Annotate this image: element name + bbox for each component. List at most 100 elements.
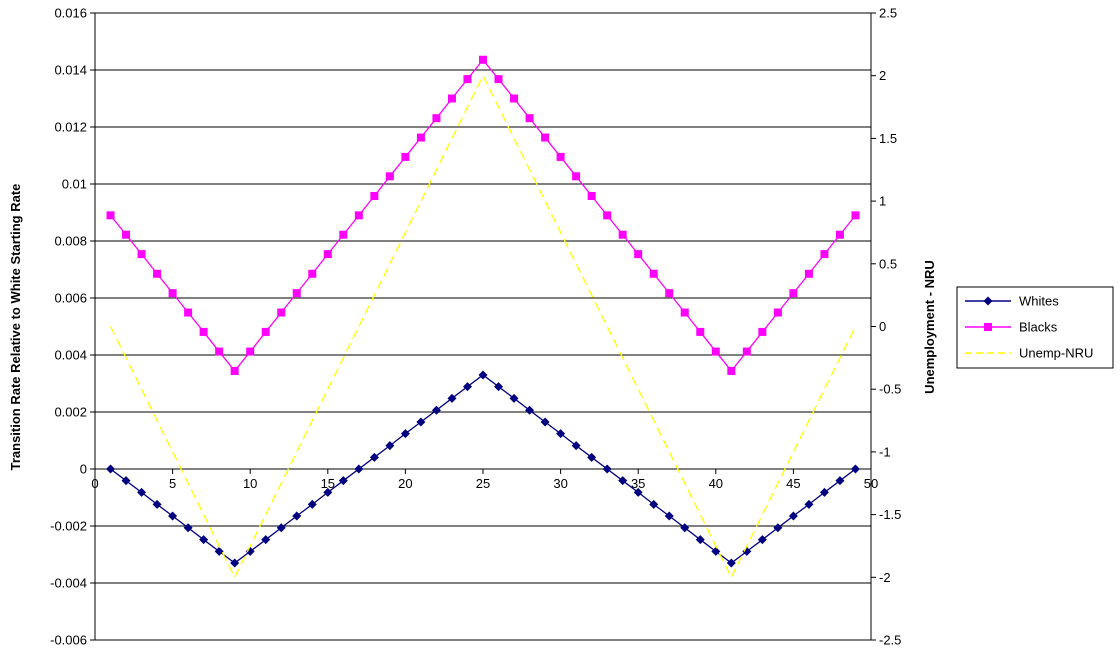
data-point <box>106 464 116 474</box>
data-point <box>214 546 224 556</box>
data-point <box>804 269 813 278</box>
y-left-tick-label: -0.002 <box>50 519 87 534</box>
data-point <box>556 152 565 161</box>
data-point <box>292 289 301 298</box>
legend-label: Whites <box>1019 294 1059 309</box>
data-point <box>447 393 457 403</box>
data-point <box>773 523 783 533</box>
data-point <box>261 535 271 545</box>
data-point <box>680 523 690 533</box>
data-point <box>634 250 643 259</box>
x-tick-label: 35 <box>631 476 645 491</box>
data-point <box>199 535 209 545</box>
data-point <box>835 230 844 239</box>
data-point <box>385 172 394 181</box>
y-left-tick-label: 0.008 <box>54 234 87 249</box>
y-right-tick-label: -2.5 <box>879 633 901 648</box>
data-point <box>540 417 550 427</box>
y-right-tick-label: -1 <box>879 444 891 459</box>
x-tick-label: 40 <box>709 476 723 491</box>
data-point <box>478 370 488 380</box>
data-point <box>556 429 566 439</box>
x-tick-label: 15 <box>321 476 335 491</box>
data-point <box>121 476 131 486</box>
data-point <box>431 405 441 415</box>
y-right-tick-label: 0.5 <box>879 256 897 271</box>
data-point <box>447 94 456 103</box>
data-point <box>711 347 720 356</box>
legend-item: Whites <box>965 294 1059 309</box>
x-tick-label: 30 <box>553 476 567 491</box>
data-point <box>479 55 487 64</box>
data-point <box>587 191 596 200</box>
series-unemp-nru <box>109 74 857 579</box>
data-point <box>788 511 798 521</box>
y-left-axis-title: Transition Rate Relative to White Starti… <box>8 184 23 471</box>
data-point <box>292 511 302 521</box>
legend-marker <box>983 296 993 306</box>
data-point <box>184 308 193 317</box>
series-layer <box>106 55 860 579</box>
data-point <box>525 114 534 123</box>
data-point <box>323 250 332 259</box>
data-point <box>416 417 426 427</box>
data-point <box>742 347 751 356</box>
data-point <box>804 499 814 509</box>
x-tick-label: 5 <box>169 476 176 491</box>
data-point <box>820 250 829 259</box>
data-point <box>695 535 705 545</box>
gridlines <box>95 12 871 641</box>
data-point <box>354 211 363 220</box>
data-point <box>230 366 239 375</box>
y-left-tick-label: 0.006 <box>54 291 87 306</box>
series-line <box>109 74 857 579</box>
data-point <box>618 476 628 486</box>
data-point <box>152 499 162 509</box>
y-left-tick-label: 0.016 <box>54 6 87 21</box>
y-right-tick-label: -2 <box>879 570 891 585</box>
legend-marker <box>984 323 992 331</box>
series-blacks <box>106 55 860 375</box>
data-point <box>835 476 845 486</box>
data-point <box>665 289 674 298</box>
y-right-axis-title: Unemployment - NRU <box>922 260 937 394</box>
data-point <box>633 487 643 497</box>
data-point <box>727 366 736 375</box>
x-tick-label: 0 <box>91 476 98 491</box>
data-point <box>711 546 721 556</box>
data-point <box>354 464 364 474</box>
data-point <box>307 499 317 509</box>
data-point <box>401 152 410 161</box>
data-point <box>664 511 674 521</box>
y-left-tick-label: -0.004 <box>50 576 87 591</box>
data-point <box>649 499 659 509</box>
y-right-tick-label: 1.5 <box>879 131 897 146</box>
data-point <box>462 382 472 392</box>
y-left-tick-label: 0.01 <box>62 177 87 192</box>
data-point <box>215 347 224 356</box>
data-point <box>789 289 798 298</box>
data-point <box>339 230 348 239</box>
y-right-tick-label: 1 <box>879 194 886 209</box>
y-left-tick-label: 0 <box>80 462 87 477</box>
data-point <box>726 558 736 568</box>
legend: Whites Blacks Unemp-NRU <box>956 286 1114 369</box>
data-point <box>603 211 612 220</box>
data-point <box>137 250 146 259</box>
x-tick-label: 20 <box>398 476 412 491</box>
data-point <box>106 211 115 220</box>
y-left-tick-label: 0.002 <box>54 405 87 420</box>
data-point <box>400 429 410 439</box>
data-point <box>122 230 131 239</box>
data-point <box>432 114 441 123</box>
data-point <box>525 405 535 415</box>
data-point <box>199 327 208 336</box>
data-point <box>385 441 395 451</box>
data-point <box>602 464 612 474</box>
data-point <box>137 487 147 497</box>
y-left-tick-label: 0.012 <box>54 120 87 135</box>
x-tick-label: 25 <box>476 476 490 491</box>
data-point <box>587 452 597 462</box>
data-point <box>370 191 379 200</box>
data-point <box>183 523 193 533</box>
